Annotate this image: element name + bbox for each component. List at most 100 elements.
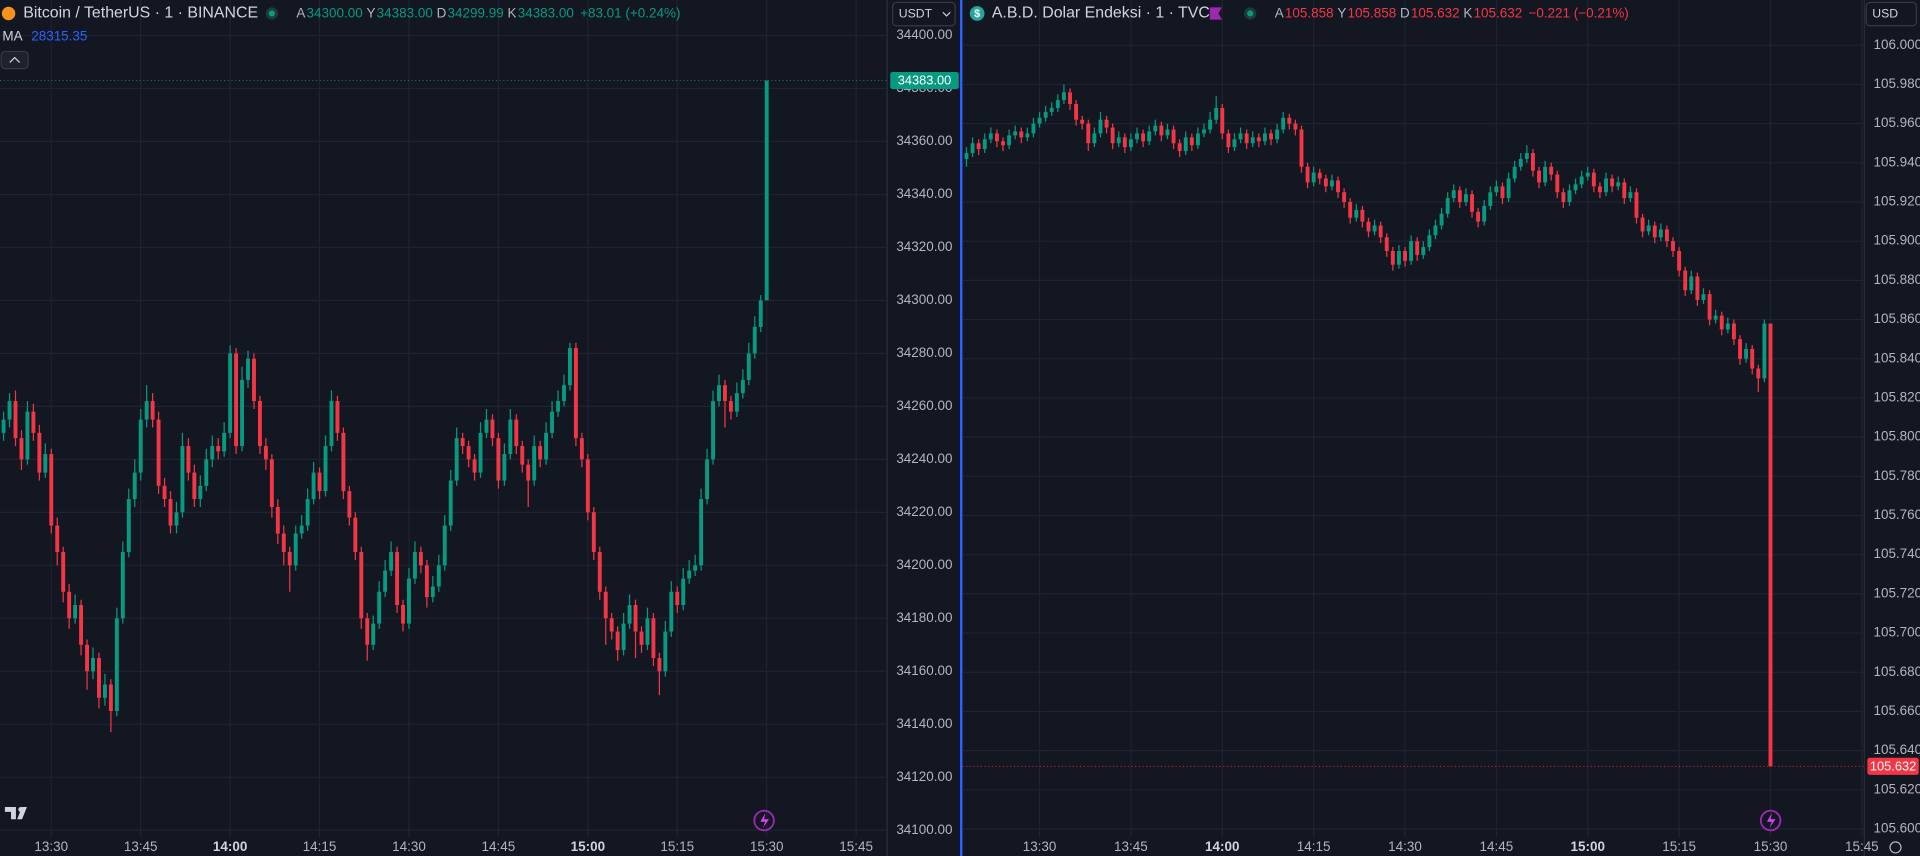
candle-body <box>532 446 537 481</box>
legend-key: D <box>1400 5 1410 20</box>
candle-body <box>1707 294 1712 320</box>
ohlc-legend: A105.858 Y105.858 D105.632 K105.632 −0.2… <box>1275 5 1629 20</box>
candle-body <box>1104 119 1109 128</box>
candle-body <box>651 618 656 659</box>
candle-body <box>1269 133 1273 140</box>
candle-body <box>1202 129 1206 134</box>
candle-body <box>1415 241 1420 255</box>
indicator-name: MA <box>2 28 22 43</box>
candle-body <box>1591 172 1596 187</box>
candle-body <box>1390 250 1395 265</box>
candle-body <box>150 401 155 420</box>
settings-icon[interactable] <box>1889 841 1902 854</box>
candle-body <box>699 499 704 566</box>
candle-body <box>412 552 417 579</box>
x-tick-label: 13:45 <box>1114 839 1148 854</box>
candle-body <box>1141 133 1146 142</box>
candle-body <box>126 499 131 553</box>
candle-body <box>1378 225 1383 238</box>
collapse-button[interactable] <box>0 50 29 70</box>
candle-body <box>1122 137 1127 148</box>
candle-body <box>1537 170 1541 183</box>
replay-icon[interactable] <box>753 809 775 832</box>
indicator-legend[interactable]: MA 28315.35 <box>2 28 87 43</box>
candle-body <box>168 499 173 526</box>
candle-body <box>1183 137 1188 152</box>
last-price-label: 34383.00 <box>898 73 952 88</box>
tv-logo-dot <box>18 807 24 812</box>
candle-body <box>180 446 185 513</box>
candle-body <box>1311 172 1316 183</box>
y-tick-label: 105.620 <box>1873 781 1920 796</box>
candle-body <box>389 552 394 571</box>
candle-body <box>621 623 626 651</box>
candle-body <box>1171 129 1176 144</box>
candle-body <box>1019 131 1024 138</box>
candle-body <box>1689 276 1694 291</box>
y-tick-label: 105.980 <box>1873 76 1920 91</box>
candle-body <box>49 454 54 526</box>
candle-body <box>1281 117 1286 130</box>
candle-body <box>1348 202 1353 218</box>
candle-body <box>1482 205 1487 222</box>
candle-body <box>1409 241 1414 261</box>
candle-body <box>1476 211 1481 222</box>
candle-body <box>1329 180 1334 187</box>
candle-body <box>1080 119 1085 124</box>
candle-body <box>1323 178 1328 187</box>
candle-body <box>1384 237 1389 251</box>
x-tick-label: 14:45 <box>1480 839 1514 854</box>
candle-body <box>460 438 465 447</box>
candle-body <box>1555 174 1560 193</box>
x-tick-label: 14:30 <box>1388 839 1422 854</box>
replay-icon[interactable] <box>1759 809 1782 832</box>
y-tick-label: 34220.00 <box>896 504 952 519</box>
candle-body <box>1445 198 1450 214</box>
candle-body <box>484 419 489 433</box>
candle-body <box>383 570 388 592</box>
candle-body <box>216 446 221 452</box>
status-dot-inner <box>268 10 275 17</box>
candle-body <box>758 300 763 327</box>
candle-body <box>1756 368 1761 379</box>
symbol-title[interactable]: Bitcoin / TetherUS · 1 · BINANCE <box>23 5 258 22</box>
currency-button[interactable] <box>892 1 956 27</box>
candle-body <box>1561 192 1566 203</box>
y-tick-label: 105.760 <box>1873 507 1920 522</box>
flag-icon[interactable] <box>1209 7 1223 20</box>
candle-body <box>502 454 507 481</box>
candle-body <box>91 658 95 672</box>
candle-body <box>1153 125 1158 132</box>
candle-body <box>252 358 256 402</box>
legend-value: 34383.00 <box>518 5 574 20</box>
candle-body <box>1238 133 1243 140</box>
candle-body <box>341 432 346 492</box>
x-axis: 13:30 13:45 14:00 14:15 14:30 14:45 15:00 15:15… <box>34 839 873 854</box>
last-price-box <box>1867 757 1919 775</box>
candle-body <box>1031 123 1036 134</box>
x-tick-label: 13:45 <box>124 839 158 854</box>
candle-body <box>1451 190 1456 199</box>
y-tick-label: 34300.00 <box>896 292 952 307</box>
candle-body <box>1677 250 1682 271</box>
candle-body <box>1 419 6 433</box>
candle-body <box>1189 137 1194 146</box>
y-tick-label: 34180.00 <box>896 610 952 625</box>
candle-body <box>1366 221 1371 232</box>
candle-body <box>281 533 286 553</box>
y-tick-label: 105.840 <box>1873 350 1920 365</box>
candle-body <box>1530 153 1535 171</box>
candle-body <box>508 419 513 455</box>
candle-body <box>603 591 608 619</box>
candle-body <box>740 379 745 394</box>
candle-body <box>1750 348 1755 369</box>
candle-body <box>1299 129 1304 167</box>
candle-body <box>353 517 358 553</box>
currency-button[interactable] <box>1865 1 1917 27</box>
legend-change: +83.01 (+0.24%) <box>580 5 680 20</box>
x-tick-label: 14:30 <box>392 839 426 854</box>
y-tick-label: 34240.00 <box>896 451 952 466</box>
symbol-title[interactable]: A.B.D. Dolar Endeksi · 1 · TVC <box>992 5 1210 22</box>
candle-body <box>1275 129 1280 140</box>
x-tick-label: 14:00 <box>213 839 247 854</box>
